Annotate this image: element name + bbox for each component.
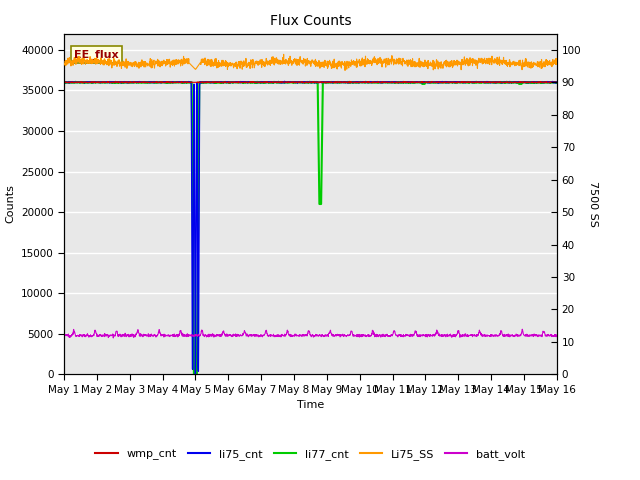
X-axis label: Time: Time	[297, 400, 324, 410]
Text: EE_flux: EE_flux	[74, 49, 118, 60]
Legend: wmp_cnt, li75_cnt, li77_cnt, Li75_SS, batt_volt: wmp_cnt, li75_cnt, li77_cnt, Li75_SS, ba…	[91, 444, 530, 464]
Y-axis label: Counts: Counts	[5, 185, 15, 223]
Y-axis label: 7500 SS: 7500 SS	[588, 181, 598, 227]
Title: Flux Counts: Flux Counts	[269, 14, 351, 28]
